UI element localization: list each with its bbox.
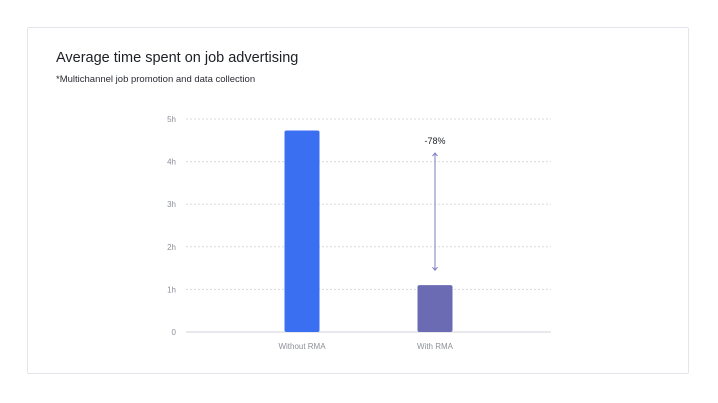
y-tick-label: 3h bbox=[167, 200, 176, 209]
chart-title: Average time spent on job advertising bbox=[56, 50, 299, 66]
x-tick-label: With RMA bbox=[417, 342, 454, 351]
bar bbox=[284, 130, 320, 332]
bar bbox=[417, 285, 453, 332]
annotation-label: -78% bbox=[424, 136, 445, 146]
y-tick-label: 5h bbox=[167, 115, 176, 124]
chart-card: Average time spent on job advertising *M… bbox=[27, 27, 689, 374]
chart-subtitle: *Multichannel job promotion and data col… bbox=[56, 74, 256, 85]
y-tick-label: 0 bbox=[172, 328, 177, 337]
y-tick-label: 2h bbox=[167, 243, 176, 252]
annotation-arrow-bottom bbox=[432, 266, 438, 272]
y-tick-label: 1h bbox=[167, 285, 176, 294]
annotation-arrow-top bbox=[432, 152, 438, 157]
y-tick-label: 4h bbox=[167, 158, 176, 167]
x-tick-label: Without RMA bbox=[278, 342, 326, 351]
